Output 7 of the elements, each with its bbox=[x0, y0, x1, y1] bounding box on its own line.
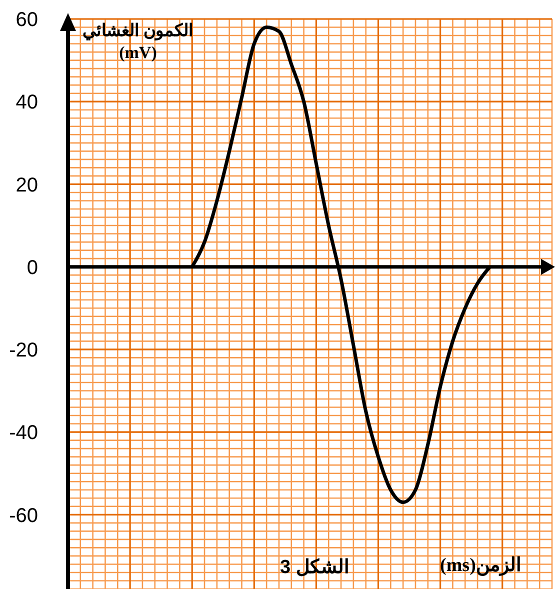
y-tick-label: -40 bbox=[9, 422, 38, 444]
y-tick-label: 20 bbox=[16, 174, 38, 196]
y-tick-label: 40 bbox=[16, 92, 38, 114]
y-tick-label: -20 bbox=[9, 340, 38, 362]
y-tick-label: 60 bbox=[16, 9, 38, 32]
y-tick-label: 0 bbox=[26, 256, 38, 279]
y-tick-label: -60 bbox=[9, 504, 38, 527]
